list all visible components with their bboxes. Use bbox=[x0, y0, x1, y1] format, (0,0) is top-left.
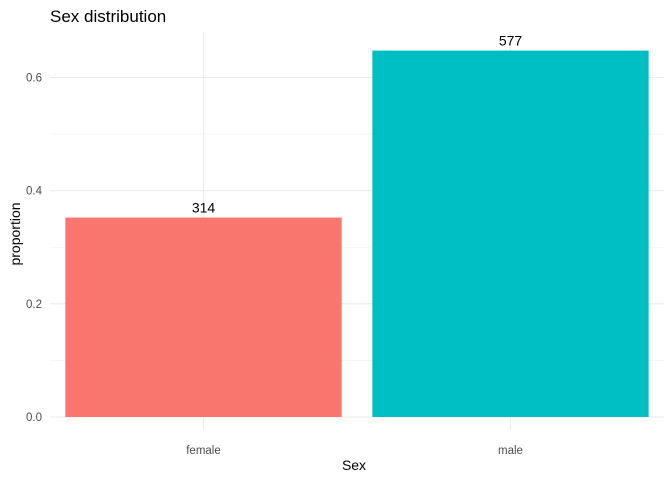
y-tick-label: 0.0 bbox=[26, 412, 42, 424]
data-label: 314 bbox=[192, 200, 216, 216]
bars bbox=[65, 50, 649, 417]
data-labels: 314 577 bbox=[192, 33, 523, 216]
bar-male bbox=[372, 50, 649, 417]
y-tick-label: 0.6 bbox=[26, 73, 42, 85]
x-tick-label: male bbox=[498, 445, 523, 457]
x-axis-title: Sex bbox=[342, 457, 366, 473]
y-tick-label: 0.2 bbox=[26, 299, 42, 311]
y-axis-ticks: 0.0 0.2 0.4 0.6 bbox=[26, 73, 43, 425]
y-tick-label: 0.4 bbox=[26, 186, 43, 198]
x-tick-label: female bbox=[186, 445, 221, 457]
data-label: 577 bbox=[499, 33, 523, 49]
chart-title: Sex distribution bbox=[50, 7, 166, 26]
y-axis-title: proportion bbox=[7, 202, 23, 265]
bar-female bbox=[65, 217, 342, 417]
x-axis-ticks: female male bbox=[186, 445, 523, 457]
